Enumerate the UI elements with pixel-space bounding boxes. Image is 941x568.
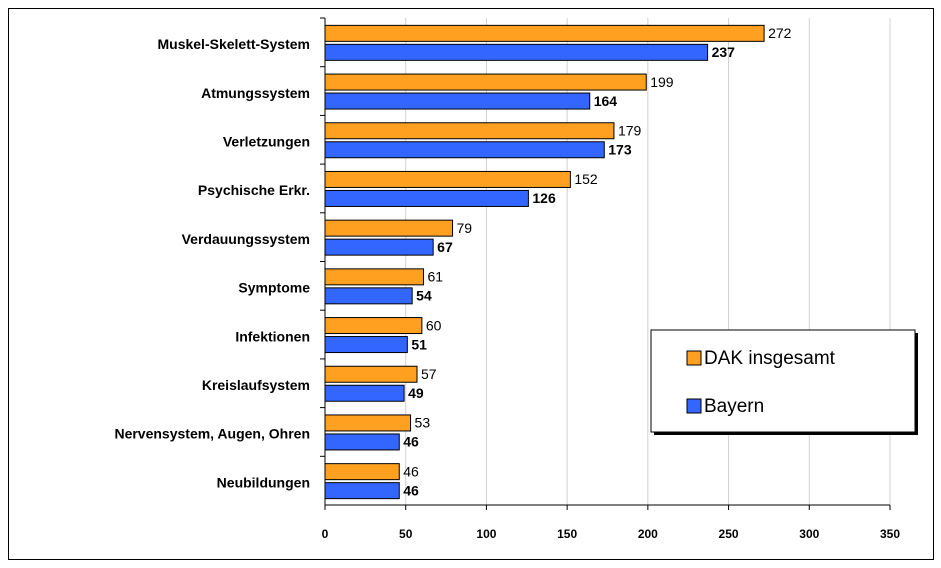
bar <box>324 141 605 159</box>
bar <box>324 463 400 481</box>
y-tick-label: Psychische Erkr. <box>198 182 310 198</box>
data-label: 60 <box>426 317 442 333</box>
y-tick-label: Verdauungssystem <box>182 231 310 247</box>
data-label: 46 <box>403 434 419 450</box>
bar <box>324 433 400 451</box>
legend-swatch <box>686 398 702 414</box>
legend-label: Bayern <box>704 396 764 417</box>
data-label: 237 <box>712 44 736 60</box>
y-tick-label: Muskel-Skelett-System <box>157 36 310 52</box>
x-tick-label: 350 <box>880 527 900 541</box>
y-tick-label: Verletzungen <box>223 133 310 149</box>
x-tick-label: 200 <box>638 527 658 541</box>
x-tick-label: 150 <box>557 527 577 541</box>
bar <box>324 73 647 91</box>
data-label: 46 <box>403 463 419 479</box>
bar <box>324 482 400 500</box>
bar <box>324 219 454 237</box>
data-label: 179 <box>618 122 642 138</box>
y-tick-label: Infektionen <box>235 328 310 344</box>
data-label: 49 <box>408 385 424 401</box>
y-tick-label: Neubildungen <box>217 474 310 490</box>
legend-swatch <box>686 350 702 366</box>
bar <box>324 92 591 110</box>
bar <box>324 238 434 256</box>
bar <box>324 414 412 432</box>
bar <box>324 336 408 354</box>
data-label: 51 <box>411 336 427 352</box>
x-tick-label: 50 <box>399 527 413 541</box>
bar <box>324 268 424 286</box>
data-label: 152 <box>574 171 598 187</box>
data-label: 53 <box>415 415 431 431</box>
data-label: 79 <box>457 220 473 236</box>
bar <box>324 122 615 140</box>
legend-label: DAK insgesamt <box>704 348 836 369</box>
bar <box>324 317 423 335</box>
x-tick-label: 300 <box>799 527 819 541</box>
data-label: 199 <box>650 74 674 90</box>
data-label: 126 <box>532 190 556 206</box>
y-tick-label: Nervensystem, Augen, Ohren <box>114 426 310 442</box>
bar <box>324 170 571 188</box>
data-label: 61 <box>427 269 443 285</box>
data-label: 54 <box>416 288 432 304</box>
x-tick-label: 250 <box>719 527 739 541</box>
data-label: 173 <box>608 141 632 157</box>
bar <box>324 287 413 305</box>
data-label: 57 <box>421 366 437 382</box>
y-tick-label: Atmungssystem <box>201 85 310 101</box>
chart-border <box>8 8 934 560</box>
data-label: 46 <box>403 482 419 498</box>
legend <box>650 329 916 433</box>
x-tick-label: 100 <box>476 527 496 541</box>
bar <box>324 24 765 42</box>
y-tick-label: Symptome <box>238 280 310 296</box>
bar <box>324 189 529 207</box>
bar <box>324 43 709 61</box>
data-label: 164 <box>594 93 618 109</box>
data-label: 272 <box>768 25 792 41</box>
bar <box>324 384 405 402</box>
x-tick-label: 0 <box>322 527 329 541</box>
bar <box>324 365 418 383</box>
y-tick-label: Kreislaufsystem <box>202 377 310 393</box>
data-label: 67 <box>437 239 453 255</box>
